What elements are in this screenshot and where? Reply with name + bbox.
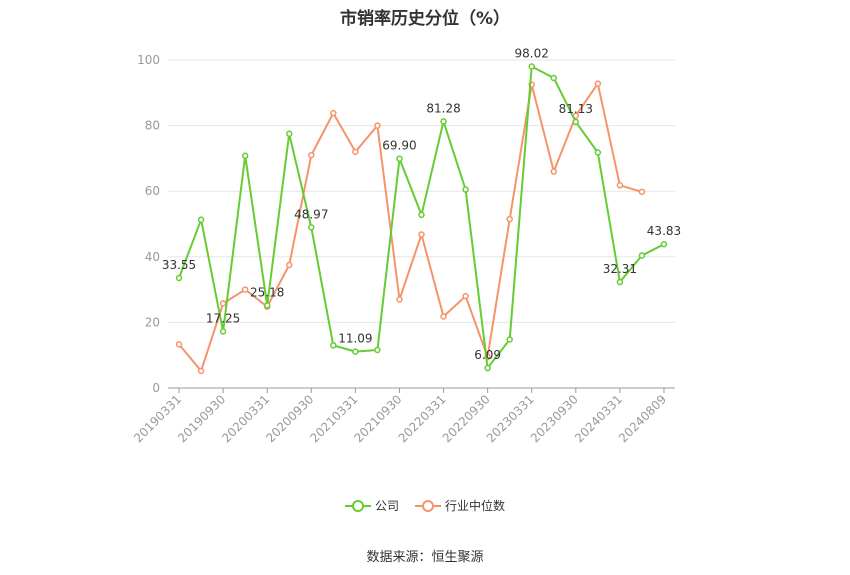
data-point — [616, 278, 624, 286]
data-point — [616, 182, 624, 189]
data-point — [352, 148, 359, 156]
y-tick-label: 100 — [137, 53, 160, 67]
data-point — [285, 261, 293, 269]
data-point — [197, 367, 205, 375]
data-point — [330, 342, 337, 349]
data-point — [550, 74, 558, 82]
data-point — [241, 286, 249, 293]
data-point — [638, 188, 646, 196]
data-point — [462, 186, 469, 193]
y-tick-label: 0 — [152, 381, 160, 395]
legend-item[interactable]: 公司 — [344, 497, 399, 514]
data-point — [484, 364, 491, 372]
data-point — [219, 300, 227, 307]
y-tick-label: 40 — [145, 250, 160, 264]
data-label: 6.09 — [474, 348, 501, 362]
legend-marker-icon — [415, 499, 441, 512]
data-point — [550, 168, 558, 175]
data-point — [572, 118, 580, 126]
data-point — [396, 296, 403, 303]
chart-title: 市销率历史分位（%） — [339, 9, 511, 29]
data-point — [506, 336, 513, 343]
data-point — [440, 313, 447, 320]
data-label: 11.09 — [338, 332, 372, 346]
legend-label: 公司 — [374, 499, 399, 513]
data-label: 98.02 — [515, 46, 549, 60]
data-label: 43.83 — [647, 224, 681, 238]
data-label: 33.55 — [162, 258, 196, 272]
data-label: 25.18 — [250, 285, 284, 299]
data-label: 69.90 — [382, 139, 416, 153]
data-point — [506, 215, 513, 223]
data-label: 32.31 — [603, 262, 637, 276]
y-tick-label: 60 — [145, 184, 160, 198]
data-label: 81.13 — [559, 102, 593, 116]
legend-label: 行业中位数 — [445, 499, 506, 513]
data-label: 17.25 — [206, 311, 240, 325]
data-point — [440, 118, 447, 125]
data-point — [594, 80, 602, 87]
data-point — [418, 211, 425, 219]
series-group — [175, 63, 668, 372]
chart-legend: 公司 行业中位数 — [0, 497, 850, 516]
data-point — [638, 252, 646, 259]
data-label: 48.97 — [294, 207, 328, 221]
y-tick-label: 20 — [145, 315, 160, 329]
data-point — [175, 341, 183, 348]
data-point — [352, 348, 359, 355]
data-point — [308, 151, 315, 159]
data-point — [462, 292, 469, 300]
series-group — [175, 80, 646, 375]
data-label: 81.28 — [426, 101, 460, 115]
data-point — [330, 109, 337, 117]
data-point — [374, 122, 381, 129]
data-point — [396, 155, 403, 162]
data-point — [241, 152, 249, 160]
y-tick-label: 80 — [145, 119, 160, 133]
data-point — [374, 346, 381, 354]
data-point — [175, 274, 183, 282]
series-line — [178, 82, 643, 372]
data-point — [528, 63, 535, 70]
legend-item[interactable]: 行业中位数 — [415, 497, 505, 514]
data-source-note: 数据来源：恒生聚源 — [366, 550, 484, 565]
data-point — [594, 149, 602, 156]
legend-marker-icon — [344, 499, 371, 512]
data-point — [263, 302, 271, 309]
x-tick-label: 20240809 — [616, 392, 669, 445]
data-point — [219, 328, 227, 335]
data-point — [308, 224, 315, 231]
data-point — [660, 240, 668, 248]
data-point — [197, 216, 205, 223]
data-point — [285, 130, 293, 138]
data-point — [418, 231, 425, 238]
